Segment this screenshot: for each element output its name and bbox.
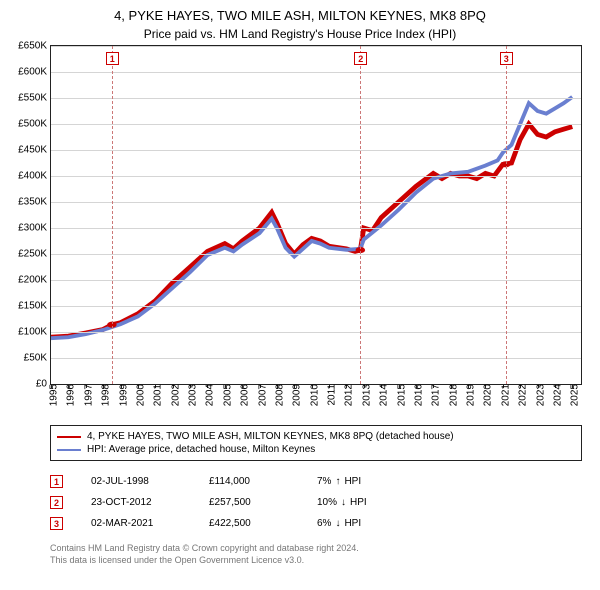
gridline — [51, 228, 581, 229]
x-tick-label: 2000 — [129, 384, 146, 406]
series-line-series2 — [51, 97, 572, 338]
x-tick-label: 2007 — [251, 384, 268, 406]
y-tick-label: £650K — [18, 41, 51, 52]
event-price: £257,500 — [209, 497, 289, 508]
x-tick-label: 2010 — [303, 384, 320, 406]
y-tick-label: £400K — [18, 171, 51, 182]
x-tick-label: 2024 — [546, 384, 563, 406]
event-row: 2 23-OCT-2012 £257,500 10%↓HPI — [50, 492, 582, 513]
gridline — [51, 306, 581, 307]
x-tick-label: 1995 — [43, 384, 60, 406]
x-tick-label: 2023 — [529, 384, 546, 406]
y-tick-label: £150K — [18, 301, 51, 312]
marker-box: 1 — [106, 52, 119, 65]
chart-plot-area: £0£50K£100K£150K£200K£250K£300K£350K£400… — [50, 45, 582, 385]
gridline — [51, 46, 581, 47]
event-pct: 6%↓HPI — [317, 518, 361, 529]
legend-item: 4, PYKE HAYES, TWO MILE ASH, MILTON KEYN… — [57, 430, 575, 443]
gridline — [51, 280, 581, 281]
legend-swatch — [57, 449, 81, 451]
marker-line — [360, 46, 361, 384]
x-tick-label: 2006 — [234, 384, 251, 406]
x-tick-label: 1997 — [77, 384, 94, 406]
x-tick-label: 2008 — [268, 384, 285, 406]
legend-box: 4, PYKE HAYES, TWO MILE ASH, MILTON KEYN… — [50, 425, 582, 461]
y-tick-label: £250K — [18, 249, 51, 260]
y-tick-label: £300K — [18, 223, 51, 234]
arrow-icon: ↓ — [335, 518, 340, 529]
event-marker-box: 2 — [50, 496, 63, 509]
event-row: 1 02-JUL-1998 £114,000 7%↑HPI — [50, 471, 582, 492]
x-tick-label: 2020 — [477, 384, 494, 406]
event-date: 23-OCT-2012 — [91, 497, 181, 508]
footer-line-1: Contains HM Land Registry data © Crown c… — [50, 542, 582, 554]
x-tick-label: 2011 — [321, 384, 338, 406]
marker-box: 3 — [500, 52, 513, 65]
y-tick-label: £50K — [24, 353, 51, 364]
x-tick-label: 2012 — [338, 384, 355, 406]
marker-box: 2 — [354, 52, 367, 65]
y-tick-label: £100K — [18, 327, 51, 338]
y-tick-label: £500K — [18, 119, 51, 130]
event-marker-box: 1 — [50, 475, 63, 488]
arrow-icon: ↑ — [335, 476, 340, 487]
event-price: £422,500 — [209, 518, 289, 529]
legend-item: HPI: Average price, detached house, Milt… — [57, 443, 575, 456]
gridline — [51, 98, 581, 99]
page-title: 4, PYKE HAYES, TWO MILE ASH, MILTON KEYN… — [0, 0, 600, 23]
x-tick-label: 2002 — [164, 384, 181, 406]
arrow-icon: ↓ — [341, 497, 346, 508]
x-tick-label: 2025 — [564, 384, 581, 406]
y-tick-label: £450K — [18, 145, 51, 156]
event-pct: 7%↑HPI — [317, 476, 361, 487]
legend-swatch — [57, 436, 81, 438]
footer: Contains HM Land Registry data © Crown c… — [50, 542, 582, 566]
event-pct: 10%↓HPI — [317, 497, 367, 508]
gridline — [51, 202, 581, 203]
event-date: 02-MAR-2021 — [91, 518, 181, 529]
marker-line — [506, 46, 507, 384]
x-tick-label: 1999 — [112, 384, 129, 406]
x-tick-label: 2019 — [460, 384, 477, 406]
x-tick-label: 2021 — [494, 384, 511, 406]
chart-lines — [51, 46, 581, 384]
event-date: 02-JUL-1998 — [91, 476, 181, 487]
gridline — [51, 124, 581, 125]
legend-label: 4, PYKE HAYES, TWO MILE ASH, MILTON KEYN… — [87, 431, 454, 442]
gridline — [51, 72, 581, 73]
gridline — [51, 150, 581, 151]
x-tick-label: 2005 — [216, 384, 233, 406]
x-tick-label: 1996 — [60, 384, 77, 406]
x-tick-label: 2009 — [286, 384, 303, 406]
gridline — [51, 332, 581, 333]
y-tick-label: £200K — [18, 274, 51, 285]
y-tick-label: £550K — [18, 93, 51, 104]
x-tick-label: 2015 — [390, 384, 407, 406]
page-subtitle: Price paid vs. HM Land Registry's House … — [0, 23, 600, 45]
y-tick-label: £350K — [18, 197, 51, 208]
x-tick-label: 2004 — [199, 384, 216, 406]
x-tick-label: 2013 — [355, 384, 372, 406]
event-marker-box: 3 — [50, 517, 63, 530]
gridline — [51, 254, 581, 255]
event-price: £114,000 — [209, 476, 289, 487]
events-table: 1 02-JUL-1998 £114,000 7%↑HPI 2 23-OCT-2012 £2… — [50, 471, 582, 534]
event-row: 3 02-MAR-2021 £422,500 6%↓HPI — [50, 513, 582, 534]
y-tick-label: £600K — [18, 67, 51, 78]
gridline — [51, 176, 581, 177]
footer-line-2: This data is licensed under the Open Gov… — [50, 554, 582, 566]
x-tick-label: 2003 — [182, 384, 199, 406]
gridline — [51, 358, 581, 359]
marker-line — [112, 46, 113, 384]
legend-label: HPI: Average price, detached house, Milt… — [87, 444, 315, 455]
x-tick-label: 2022 — [512, 384, 529, 406]
x-tick-label: 2001 — [147, 384, 164, 406]
x-tick-label: 2017 — [425, 384, 442, 406]
x-tick-label: 1998 — [95, 384, 112, 406]
x-tick-label: 2016 — [407, 384, 424, 406]
x-tick-label: 2018 — [442, 384, 459, 406]
x-tick-label: 2014 — [373, 384, 390, 406]
